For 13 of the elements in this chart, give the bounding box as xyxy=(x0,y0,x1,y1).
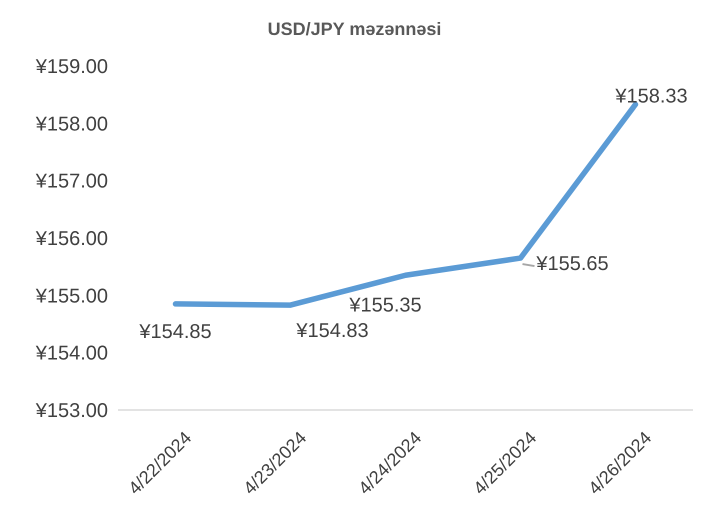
y-tick-label: ¥158.00 xyxy=(34,113,108,136)
data-label: ¥154.85 xyxy=(138,320,212,343)
data-label: ¥155.35 xyxy=(348,294,422,316)
y-tick-label: ¥159.00 xyxy=(34,56,108,78)
y-tick-label: ¥153.00 xyxy=(34,400,108,422)
y-tick-label: ¥157.00 xyxy=(34,170,108,193)
y-tick-label: ¥156.00 xyxy=(34,228,108,250)
chart-title: USD/JPY məzənnəsi xyxy=(268,19,442,39)
y-tick-label: ¥155.00 xyxy=(34,285,108,308)
y-tick-label: ¥154.00 xyxy=(34,342,108,365)
data-label: ¥155.65 xyxy=(535,253,609,276)
data-label: ¥158.33 xyxy=(614,85,688,108)
data-label: ¥154.83 xyxy=(295,320,369,342)
